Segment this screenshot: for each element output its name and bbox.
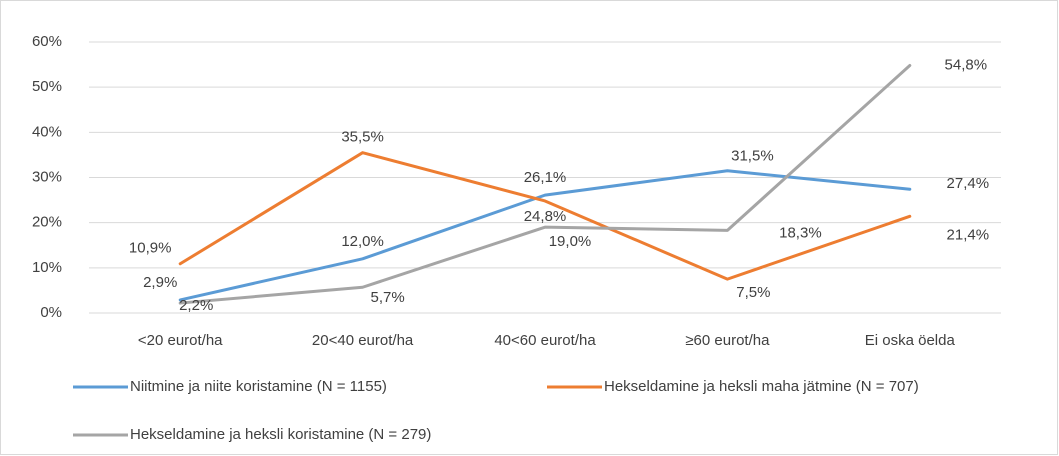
x-tick-label: <20 eurot/ha (138, 332, 223, 349)
legend-label: Hekseldamine ja heksli koristamine (N = … (130, 426, 431, 443)
y-tick-label: 10% (32, 259, 62, 276)
data-label: 18,3% (779, 224, 822, 241)
y-tick-label: 40% (32, 123, 62, 140)
data-label: 27,4% (947, 175, 990, 192)
data-label: 7,5% (736, 284, 770, 301)
data-label: 5,7% (370, 289, 404, 306)
data-label: 26,1% (524, 169, 567, 186)
legend-label: Hekseldamine ja heksli maha jätmine (N =… (604, 378, 919, 395)
legend-label: Niitmine ja niite koristamine (N = 1155) (130, 378, 387, 395)
x-tick-label: Ei oska öelda (865, 332, 956, 349)
y-tick-label: 20% (32, 214, 62, 231)
data-label: 10,9% (129, 240, 172, 257)
series-line (178, 63, 912, 305)
y-tick-label: 0% (40, 304, 62, 321)
data-label: 54,8% (945, 56, 988, 73)
x-tick-label: ≥60 eurot/ha (685, 332, 770, 349)
data-label: 2,2% (179, 297, 213, 314)
data-label: 24,8% (524, 208, 567, 225)
data-label: 19,0% (549, 233, 592, 250)
x-tick-label: 20<40 eurot/ha (312, 332, 414, 349)
data-label: 21,4% (947, 226, 990, 243)
data-label: 35,5% (341, 129, 384, 146)
y-tick-label: 50% (32, 78, 62, 95)
y-tick-label: 60% (32, 33, 62, 50)
series-line (178, 151, 912, 281)
data-label: 2,9% (143, 274, 177, 291)
data-label: 12,0% (341, 233, 384, 250)
y-tick-label: 30% (32, 168, 62, 185)
x-tick-label: 40<60 eurot/ha (494, 332, 596, 349)
data-label: 31,5% (731, 148, 774, 165)
